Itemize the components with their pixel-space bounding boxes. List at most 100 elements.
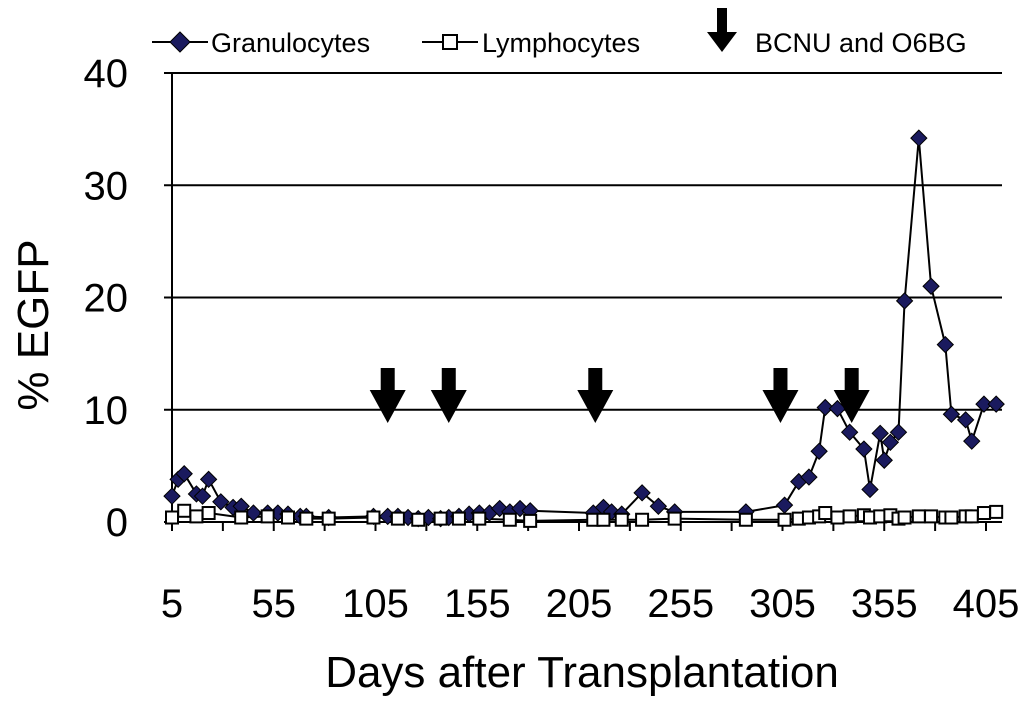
- granulocytes-point-0: [163, 487, 181, 505]
- granulocytes-point-49: [871, 424, 889, 443]
- x-tick-label-255: 255: [647, 582, 714, 626]
- lymphocytes-point-20: [635, 512, 650, 527]
- lymphocytes-point-2: [189, 509, 204, 524]
- legend-item-lymphocytes: Lymphocytes: [422, 28, 640, 58]
- legend-lymphocytes-label: Lymphocytes: [482, 28, 640, 58]
- x-tick-label-5: 5: [161, 582, 183, 626]
- lymphocytes-point-11: [411, 512, 426, 527]
- legend-lymphocytes-marker: [442, 34, 458, 50]
- granulocytes-point-46: [840, 423, 859, 441]
- granulocytes-point-56: [936, 335, 955, 354]
- granulocytes-point-42: [800, 468, 818, 486]
- series-layer: [163, 129, 1005, 528]
- lymphocytes-point-41: [964, 509, 979, 524]
- lymphocytes-point-36: [911, 509, 926, 524]
- lymphocytes-point-1: [177, 503, 192, 518]
- granulocytes-point-59: [963, 432, 981, 450]
- lymphocytes-point-18: [596, 512, 611, 527]
- granulocytes-point-60: [975, 395, 993, 413]
- y-tick-labels: 0 10 20 30 40: [84, 52, 129, 545]
- lymphocytes-point-7: [299, 511, 314, 526]
- legend-granulocytes-label: Granulocytes: [211, 28, 370, 58]
- treatment-arrow-0: [369, 368, 406, 423]
- y-tick-label-0: 0: [106, 501, 128, 545]
- legend-granulocytes-marker: [169, 31, 191, 53]
- granulocytes-point-57: [942, 405, 961, 423]
- x-tick-label-405: 405: [953, 582, 1020, 626]
- treatment-arrow-2: [577, 368, 614, 423]
- lymphocytes-point-6: [280, 510, 295, 525]
- y-tick-label-10: 10: [84, 389, 129, 433]
- lymphocytes-point-13: [451, 511, 466, 526]
- y-axis-title: % EGFP: [9, 239, 58, 410]
- treatment-arrow-3: [762, 368, 799, 423]
- granulocytes-point-30: [511, 499, 529, 518]
- lymphocytes-point-14: [472, 511, 487, 526]
- y-tick-label-20: 20: [84, 277, 129, 321]
- legend-treatment-label: BCNU and O6BG: [755, 28, 967, 58]
- lymphocytes-point-35: [897, 510, 912, 525]
- legend-item-granulocytes: Granulocytes: [152, 28, 370, 58]
- granulocytes-point-44: [816, 398, 834, 417]
- granulocytes-point-34: [602, 503, 621, 521]
- x-axis-title: Days after Transplantation: [325, 648, 839, 697]
- legend-item-treatment: BCNU and O6BG: [707, 8, 967, 58]
- lymphocytes-point-10: [390, 511, 405, 526]
- x-tick-label-155: 155: [444, 582, 511, 626]
- axes: [164, 72, 1002, 531]
- granulocytes-point-4: [193, 487, 212, 505]
- lymphocytes-point-16: [523, 513, 538, 528]
- series-line-granulocytes: [171, 138, 997, 520]
- x-tick-labels: 5 55 105 155 205 255 305 355 405: [161, 582, 1020, 626]
- granulocytes-point-53: [895, 292, 914, 310]
- granulocytes-point-28: [490, 499, 509, 518]
- granulocytes-point-5: [199, 470, 218, 489]
- lymphocytes-point-0: [165, 510, 179, 525]
- lymphocytes-point-42: [976, 506, 991, 521]
- lymphocytes-point-27: [818, 506, 833, 521]
- legend: Granulocytes Lymphocytes BCNU and O6BG: [152, 8, 967, 58]
- lymphocytes-point-22: [738, 512, 753, 527]
- x-tick-label-55: 55: [252, 582, 297, 626]
- granulocytes-point-36: [633, 484, 651, 502]
- gridlines: [172, 72, 1002, 411]
- treatment-arrow-1: [430, 368, 467, 423]
- lymphocytes-point-12: [433, 511, 448, 526]
- lymphocytes-point-9: [366, 510, 381, 525]
- lymphocytes-point-5: [260, 509, 275, 524]
- x-tick-label-105: 105: [342, 582, 409, 626]
- granulocytes-point-43: [810, 442, 828, 460]
- treatment-arrow-4: [833, 368, 870, 423]
- y-tick-label-30: 30: [84, 164, 129, 208]
- granulocytes-point-37: [649, 497, 668, 515]
- granulocytes-point-61: [987, 395, 1005, 413]
- lymphocytes-point-4: [234, 510, 249, 525]
- lymphocytes-point-28: [830, 510, 845, 525]
- granulocytes-point-9: [244, 504, 263, 522]
- lymphocytes-point-21: [667, 511, 682, 526]
- lymphocytes-point-37: [924, 509, 939, 524]
- lymphocytes-point-19: [614, 512, 629, 527]
- lymphocytes-point-15: [502, 512, 517, 527]
- lymphocytes-point-29: [842, 509, 857, 524]
- treatment-arrows: [369, 368, 870, 423]
- lymphocytes-point-23: [777, 512, 792, 527]
- lymphocytes-point-39: [944, 510, 959, 525]
- y-tick-label-40: 40: [84, 52, 129, 96]
- granulocytes-point-50: [875, 451, 893, 469]
- legend-arrow-icon: [707, 8, 737, 52]
- granulocytes-point-40: [775, 496, 794, 514]
- granulocytes-point-2: [175, 465, 193, 483]
- granulocytes-point-51: [881, 433, 900, 452]
- granulocytes-point-47: [855, 440, 873, 458]
- lymphocytes-point-43: [989, 504, 1004, 519]
- granulocytes-point-55: [922, 277, 940, 295]
- x-tick-label-305: 305: [749, 582, 816, 626]
- lymphocytes-point-8: [321, 511, 336, 526]
- granulocytes-point-52: [889, 423, 908, 441]
- lymphocytes-point-3: [201, 506, 216, 521]
- granulocytes-point-48: [861, 480, 879, 499]
- granulocytes-point-6: [212, 493, 230, 511]
- x-tick-label-205: 205: [546, 582, 613, 626]
